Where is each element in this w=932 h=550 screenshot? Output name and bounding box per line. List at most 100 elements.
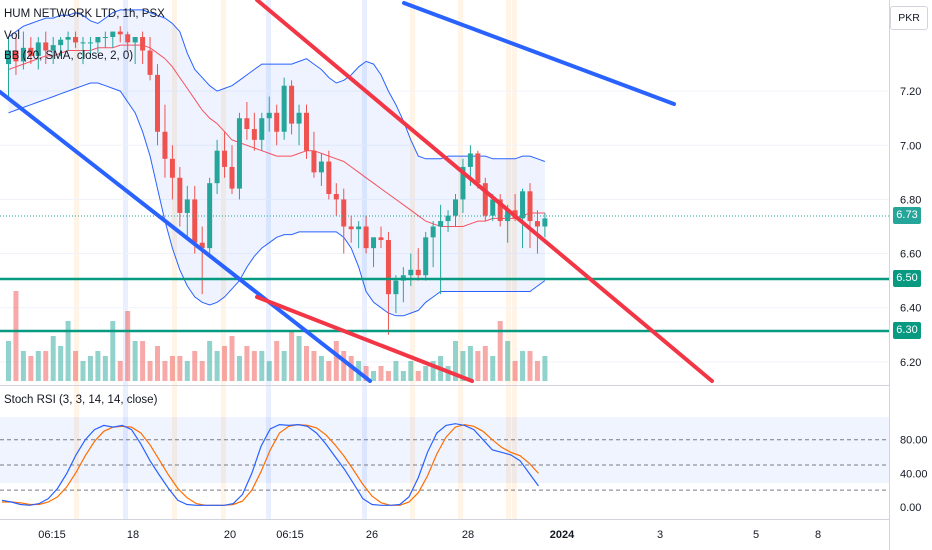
- volume-bar: [482, 346, 488, 381]
- candle-body: [304, 112, 309, 151]
- volume-bar: [35, 351, 41, 381]
- candle-body: [371, 237, 377, 249]
- session-stripe-1: [123, 0, 128, 519]
- bollinger-legend[interactable]: BB (20, SMA, close, 2, 0): [4, 50, 134, 62]
- trendline-blue-upper[interactable]: [402, 1, 676, 106]
- time-tick-label: 06:15: [276, 529, 304, 541]
- bollinger-upper-line: [8, 9, 546, 162]
- stoch-d-line: [2, 423, 539, 506]
- volume-bar: [542, 356, 548, 381]
- volume-bar: [199, 361, 205, 381]
- time-tick-label: 18: [127, 529, 139, 541]
- candle-body: [28, 47, 34, 56]
- candle-body: [140, 37, 146, 51]
- candle-body: [445, 215, 451, 222]
- volume-bar: [430, 361, 436, 381]
- volume-bar: [289, 331, 295, 381]
- candle-body: [184, 199, 190, 213]
- session-stripe-3: [221, 0, 226, 519]
- session-stripe-9: [512, 0, 517, 519]
- volume-bar: [520, 351, 526, 381]
- price-tick-label: 6.20: [900, 357, 921, 369]
- candle-body: [199, 242, 205, 249]
- volume-bar: [371, 371, 377, 381]
- volume-bar: [13, 291, 19, 381]
- volume-bar: [326, 361, 332, 381]
- candle-body: [333, 194, 339, 200]
- candle-body: [378, 237, 384, 241]
- volume-bar: [393, 361, 399, 381]
- volume-bar: [453, 341, 458, 381]
- volume-bar: [102, 356, 108, 381]
- volume-bar: [333, 341, 339, 381]
- candle-body: [289, 85, 295, 124]
- stoch-tick-label: 80.00: [900, 435, 928, 447]
- volume-bar: [80, 361, 86, 381]
- stoch-k-line: [1, 423, 539, 506]
- last-price-badge: 6.73: [893, 207, 921, 224]
- bollinger-band-fill: [8, 9, 545, 316]
- volume-bar: [95, 351, 101, 381]
- volume-bar: [512, 361, 518, 381]
- volume-bar: [378, 366, 384, 381]
- bollinger-lower-line: [8, 82, 546, 317]
- candle-body: [527, 191, 533, 222]
- time-tick-label: 26: [366, 529, 378, 541]
- session-stripe-7: [458, 0, 463, 519]
- candle-body: [520, 191, 526, 219]
- price-tick-label: 6.60: [900, 249, 921, 261]
- candle-body: [430, 226, 436, 238]
- candle-body: [326, 161, 332, 195]
- candle-body: [35, 42, 41, 56]
- candle-body: [102, 37, 108, 38]
- volume-bar: [385, 371, 391, 381]
- candle-body: [385, 240, 391, 295]
- currency-button[interactable]: PKR: [890, 6, 928, 30]
- candle-body: [177, 177, 183, 213]
- candle-body: [311, 150, 317, 173]
- candle-body: [50, 45, 56, 51]
- volume-legend[interactable]: Vol: [4, 30, 20, 42]
- price-axis-ticks: 7.20 7.00 6.80 6.60 6.40 6.20: [900, 86, 921, 369]
- candle-body: [58, 39, 64, 46]
- volume-bar: [467, 346, 473, 381]
- volume-bar: [162, 361, 168, 381]
- candle-body: [192, 199, 198, 243]
- candle-body: [244, 118, 250, 130]
- volume-bar: [534, 361, 540, 381]
- time-axis-ticks: 06:15 18 20 06:15 26 28 2024 3 5 8: [38, 529, 821, 541]
- symbol-legend[interactable]: HUM NETWORK LTD, 1h, PSX: [4, 8, 165, 20]
- candle-body: [125, 34, 131, 43]
- volume-bar: [266, 361, 272, 381]
- candle-body: [80, 42, 86, 44]
- candle-body: [20, 47, 26, 62]
- time-tick-label: 28: [462, 529, 474, 541]
- volume-bar: [110, 321, 116, 381]
- volume-bar: [318, 356, 324, 381]
- candle-body: [423, 237, 429, 276]
- volume-bar: [490, 356, 496, 381]
- volume-bar: [28, 356, 34, 381]
- volume-bar: [147, 361, 153, 381]
- candle-body: [542, 218, 548, 227]
- stoch-tick-label: 40.00: [900, 468, 928, 480]
- volume-bar: [155, 346, 160, 381]
- candle-body: [460, 166, 466, 200]
- stoch-legend[interactable]: Stoch RSI (3, 3, 14, 14, close): [4, 394, 158, 406]
- candle-body: [207, 183, 213, 249]
- trendline-red-lower[interactable]: [255, 295, 474, 383]
- candle-body: [438, 221, 444, 227]
- trendline-red-channel[interactable]: [255, 0, 714, 383]
- volume-bar: [229, 336, 235, 381]
- volume-bar: [58, 346, 64, 381]
- volume-bar: [140, 341, 146, 381]
- trendline-blue-lower[interactable]: [0, 90, 372, 383]
- session-stripe-2: [172, 0, 177, 519]
- volume-bar: [475, 351, 481, 381]
- candle-body: [117, 31, 123, 35]
- time-tick-label: 2024: [550, 529, 575, 541]
- stoch-band-fill: [0, 417, 890, 483]
- volume-bar: [311, 351, 317, 381]
- time-tick-label: 8: [815, 529, 821, 541]
